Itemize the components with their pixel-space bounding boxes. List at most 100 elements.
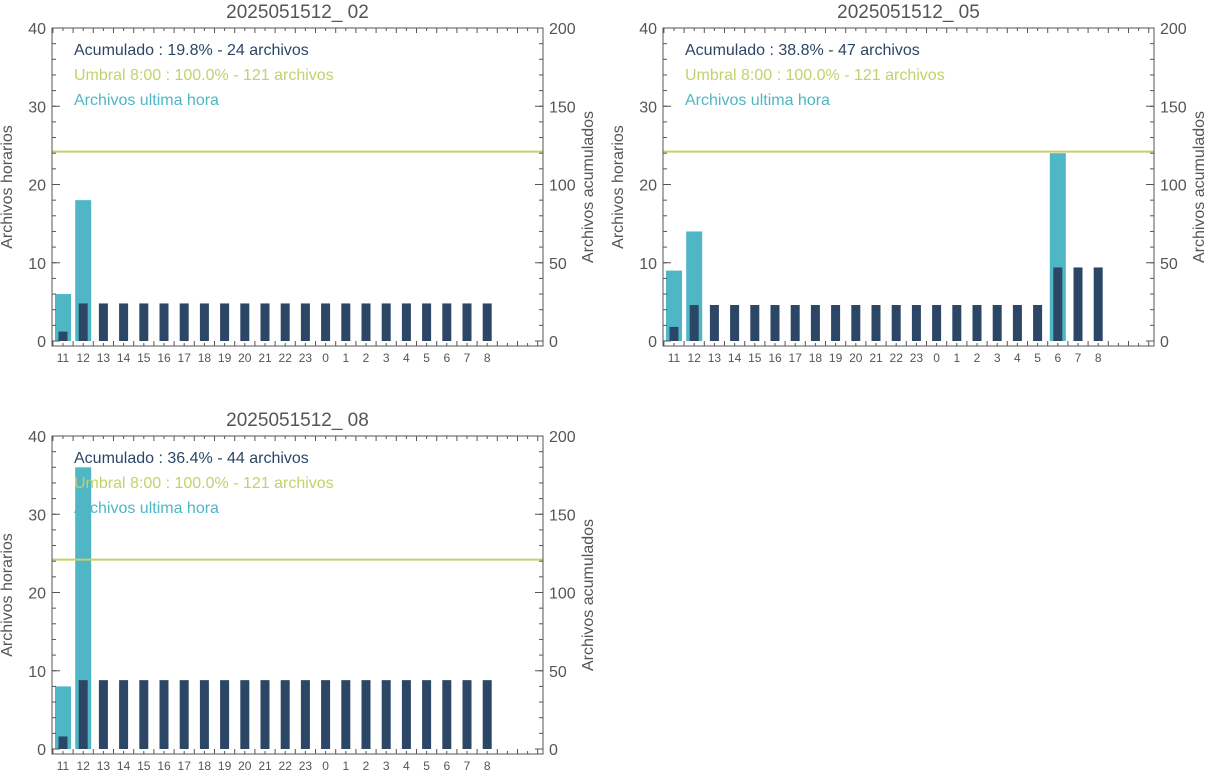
x-tick-label-15: 15 [137,759,151,771]
cumulative-bar-22 [891,305,901,341]
x-tick-label-22: 22 [279,351,293,365]
x-tick-label-3: 3 [383,351,390,365]
cumulative-bar-1 [341,303,351,341]
x-tick-label-5: 5 [423,351,430,365]
x-tick-label-16: 16 [768,351,782,365]
right-tick-label: 50 [549,256,567,273]
left-tick-label: 40 [639,21,657,38]
y-axis-label-right: Archivos acumulados [1191,111,1206,263]
cumulative-bar-13 [98,303,108,341]
legend-entry-2: Umbral 8:00 : 100.0% - 121 archivos [685,67,945,84]
x-tick-label-21: 21 [258,759,272,771]
cumulative-bar-16 [159,680,169,749]
left-tick-label: 40 [28,429,46,446]
left-tick-label: 20 [28,586,46,603]
x-tick-label-19: 19 [829,351,843,365]
cumulative-bar-8 [482,303,492,341]
cumulative-bar-12 [78,680,88,749]
cumulative-bar-1 [341,680,351,749]
cumulative-bar-14 [730,305,740,341]
x-tick-label-19: 19 [218,351,232,365]
x-tick-label-7: 7 [1075,351,1082,365]
hourly-bar-11 [55,294,71,341]
x-tick-label-18: 18 [809,351,823,365]
cumulative-bar-7 [462,303,472,341]
y-axis-label-left: Archivos horarios [0,533,16,657]
hourly-bar-12 [75,467,92,749]
cumulative-bar-1 [952,305,962,341]
legend-entry-1: Acumulado : 38.8% - 47 archivos [685,42,920,59]
x-tick-label-14: 14 [117,759,131,771]
cumulative-bar-15 [139,303,149,341]
cumulative-bar-21 [871,305,881,341]
cumulative-bar-19 [220,680,230,749]
x-tick-label-8: 8 [1095,351,1102,365]
legend-entry-3: Archivos ultima hora [74,92,219,109]
cumulative-bar-21 [260,303,270,341]
cumulative-bar-18 [810,305,820,341]
right-tick-label: 150 [549,507,576,524]
cumulative-bar-20 [240,680,250,749]
right-tick-label: 50 [549,664,567,681]
x-tick-label-14: 14 [117,351,131,365]
x-tick-label-8: 8 [484,351,491,365]
cumulative-bar-15 [750,305,760,341]
cumulative-bar-2 [972,305,982,341]
cumulative-bar-15 [139,680,149,749]
cumulative-bar-11 [669,326,679,341]
legend-entry-3: Archivos ultima hora [74,500,219,517]
x-tick-label-13: 13 [708,351,722,365]
x-tick-label-11: 11 [57,351,70,365]
left-tick-label: 0 [37,742,46,759]
left-tick-label: 10 [28,256,46,273]
cumulative-bar-5 [422,303,432,341]
left-tick-label: 40 [28,21,46,38]
cumulative-bar-0 [321,303,331,341]
cumulative-bar-8 [1093,267,1103,341]
cumulative-bar-22 [280,303,290,341]
chart-title: 2025051512_ 08 [226,410,369,431]
cumulative-bar-17 [179,680,189,749]
cumulative-bar-19 [220,303,230,341]
x-tick-label-17: 17 [178,351,192,365]
cumulative-bar-23 [300,680,310,749]
x-tick-label-13: 13 [97,759,111,771]
x-tick-label-21: 21 [869,351,883,365]
x-tick-label-17: 17 [178,759,192,771]
cumulative-bar-16 [159,303,169,341]
x-tick-label-7: 7 [464,351,471,365]
cumulative-bar-2 [361,303,371,341]
cumulative-bar-6 [442,303,452,341]
x-tick-label-16: 16 [157,759,171,771]
y-axis-label-right: Archivos acumulados [580,111,597,263]
right-tick-label: 200 [1160,21,1187,38]
cumulative-bar-8 [482,680,492,749]
right-tick-label: 150 [549,99,576,116]
cumulative-bar-7 [1073,267,1083,341]
cumulative-bar-12 [78,303,88,341]
cumulative-bar-0 [932,305,942,341]
cumulative-bar-4 [1012,305,1022,341]
cumulative-bar-11 [58,331,68,341]
cumulative-bar-18 [199,303,209,341]
left-tick-label: 20 [639,178,657,195]
x-tick-label-4: 4 [403,351,410,365]
x-tick-label-15: 15 [748,351,762,365]
x-tick-label-3: 3 [994,351,1001,365]
cumulative-bar-23 [911,305,921,341]
right-tick-label: 50 [1160,256,1178,273]
x-tick-label-18: 18 [198,351,212,365]
x-tick-label-23: 23 [910,351,924,365]
right-tick-label: 0 [549,334,558,351]
x-tick-label-20: 20 [849,351,863,365]
x-tick-label-11: 11 [668,351,681,365]
hourly-bar-11 [666,270,682,341]
plot-frame [51,435,544,755]
x-tick-label-3: 3 [383,759,390,771]
right-tick-label: 200 [549,429,576,446]
x-tick-label-4: 4 [1014,351,1021,365]
